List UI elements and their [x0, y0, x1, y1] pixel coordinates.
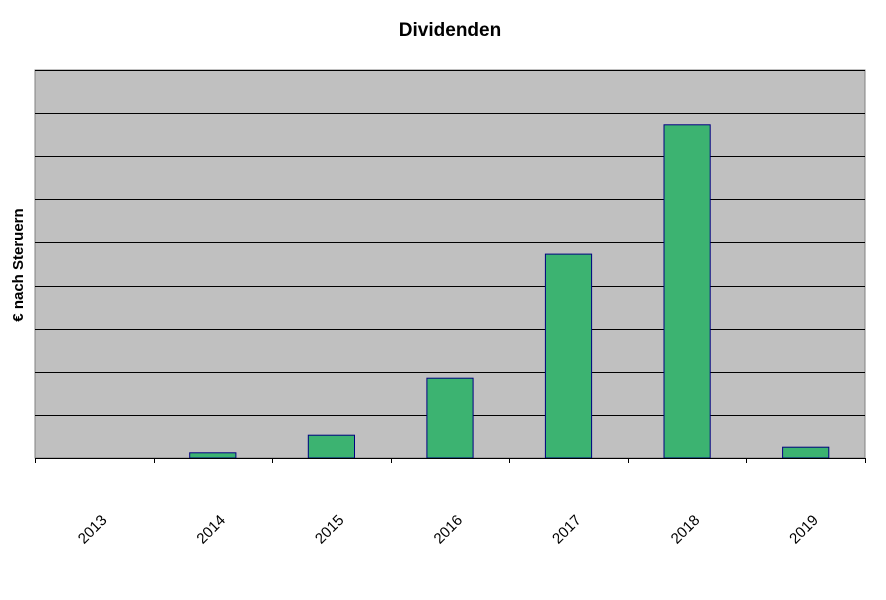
x-tick-label-2016: 2016 [431, 512, 467, 548]
x-tick-labels: 2013 2014 2015 2016 2017 2018 2019 [75, 512, 822, 548]
x-tick-label-2018: 2018 [668, 512, 704, 548]
grid-lines [35, 70, 865, 416]
y-axis-label: € nach Steruern [10, 208, 27, 321]
bar-2014 [189, 452, 237, 459]
bars [189, 124, 830, 459]
x-tick-label-2014: 2014 [193, 512, 229, 548]
x-axis [35, 458, 866, 463]
chart-title: Dividenden [399, 20, 501, 41]
x-tick-label-2013: 2013 [75, 512, 111, 548]
bar-2017 [544, 253, 593, 459]
bar-2019 [782, 446, 830, 459]
bar-2015 [307, 434, 355, 459]
x-tick-label-2019: 2019 [786, 512, 822, 548]
x-tick-label-2017: 2017 [549, 512, 585, 548]
x-tick-label-2015: 2015 [312, 512, 348, 548]
bar-2018 [663, 124, 711, 459]
bar-2016 [426, 377, 474, 459]
